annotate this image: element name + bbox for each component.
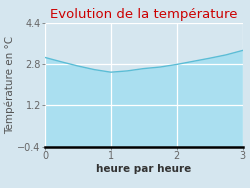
X-axis label: heure par heure: heure par heure: [96, 164, 192, 174]
Title: Evolution de la température: Evolution de la température: [50, 8, 238, 21]
Y-axis label: Température en °C: Température en °C: [4, 36, 15, 134]
